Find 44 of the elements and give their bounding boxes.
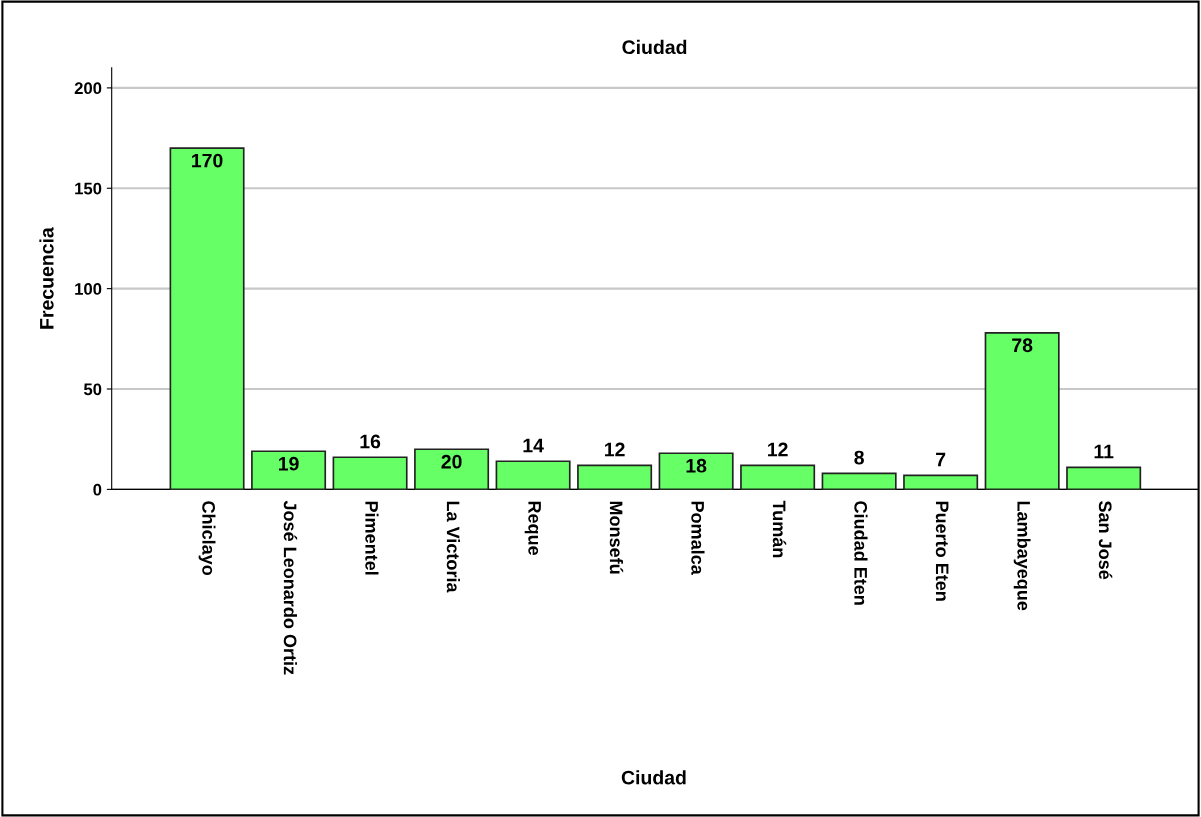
- data-label: 20: [441, 454, 462, 469]
- data-label: 170: [192, 153, 223, 168]
- data-label: 78: [1012, 338, 1033, 353]
- bar: [169, 147, 245, 490]
- y-axis-title: Frecuencia: [39, 227, 54, 329]
- x-tick-label: Lambayeque: [1013, 501, 1031, 611]
- x-tick-label: Pomalca: [691, 501, 705, 575]
- chart-title: Ciudad: [622, 39, 687, 55]
- y-tick-label: 0: [93, 483, 102, 496]
- bar: [577, 464, 653, 490]
- data-label: 14: [523, 438, 544, 453]
- data-label: 18: [686, 458, 707, 473]
- y-tick-label: 200: [74, 82, 102, 95]
- data-label: 19: [278, 456, 299, 471]
- data-label: 12: [768, 442, 788, 457]
- data-label: 16: [360, 434, 381, 449]
- bar: [1066, 466, 1142, 490]
- x-tick-label: Tumán: [772, 500, 787, 558]
- bar: [414, 448, 490, 490]
- bar: [332, 456, 408, 490]
- y-tick-label: 150: [75, 182, 102, 195]
- data-label: 12: [605, 442, 625, 457]
- bar: [658, 452, 734, 490]
- bar: [821, 472, 897, 490]
- x-axis-title: Ciudad: [621, 770, 686, 785]
- bar: [984, 331, 1060, 490]
- x-tick-label: Reque: [524, 501, 541, 556]
- data-label: 11: [1094, 444, 1114, 459]
- bar: [740, 464, 816, 490]
- x-tick-label: Pimentel: [365, 501, 379, 575]
- x-tick-label: Puerto Eten: [935, 501, 949, 601]
- x-tick-label: Chiclayo: [198, 501, 216, 576]
- x-tick-label: La Victoria: [446, 501, 460, 593]
- x-tick-label: San José: [1098, 501, 1113, 580]
- y-tick-label: 50: [83, 383, 102, 396]
- x-tick-label: José Leonardo Ortiz: [283, 500, 298, 675]
- bar: [495, 460, 571, 490]
- y-tick-label: 100: [75, 283, 102, 295]
- bar: [251, 450, 327, 490]
- data-label: 7: [936, 452, 946, 467]
- x-tick-label: Ciudad Eten: [854, 501, 868, 605]
- x-tick-label: Monsefú: [609, 501, 624, 574]
- bar: [903, 474, 979, 490]
- data-label: 8: [854, 450, 864, 465]
